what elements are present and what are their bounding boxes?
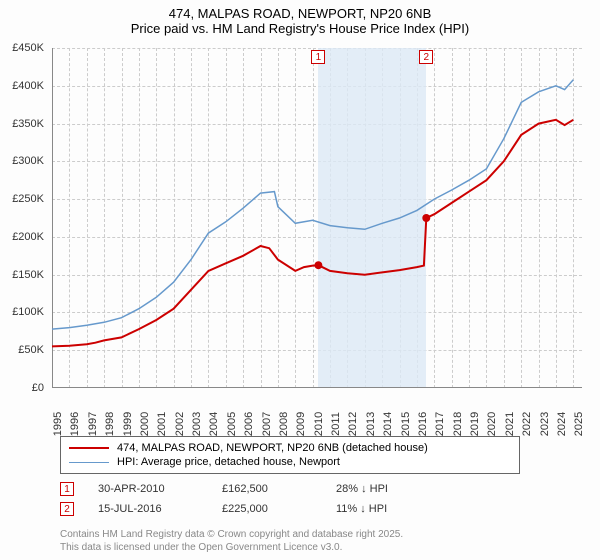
x-tick-label: 2019	[469, 412, 481, 436]
x-tick-label: 2025	[573, 412, 585, 436]
title-block: 474, MALPAS ROAD, NEWPORT, NP20 6NB Pric…	[0, 0, 600, 38]
event-diff: 28% ↓ HPI	[336, 483, 388, 495]
event-date: 15-JUL-2016	[98, 503, 198, 515]
x-tick-label: 1998	[104, 412, 116, 436]
x-tick-label: 1999	[122, 412, 134, 436]
y-tick-label: £50K	[0, 344, 48, 356]
x-tick-label: 2004	[208, 412, 220, 436]
event-marker-box: 1	[60, 482, 74, 496]
x-tick-label: 2002	[174, 412, 186, 436]
event-price: £162,500	[222, 483, 312, 495]
x-tick-label: 2020	[486, 412, 498, 436]
footer-line: This data is licensed under the Open Gov…	[60, 541, 403, 554]
y-tick-label: £350K	[0, 118, 48, 130]
x-tick-label: 2007	[261, 412, 273, 436]
y-tick-label: £250K	[0, 193, 48, 205]
x-tick-label: 2022	[521, 412, 533, 436]
x-tick-label: 2000	[139, 412, 151, 436]
sale-point	[422, 214, 430, 222]
x-tick-label: 2015	[400, 412, 412, 436]
x-tick-label: 1995	[52, 412, 64, 436]
chart-subtitle: Price paid vs. HM Land Registry's House …	[0, 21, 600, 36]
footer: Contains HM Land Registry data © Crown c…	[60, 528, 403, 554]
x-tick-label: 2017	[434, 412, 446, 436]
x-tick-label: 2001	[156, 412, 168, 436]
x-tick-label: 2021	[504, 412, 516, 436]
x-tick-label: 2009	[295, 412, 307, 436]
x-tick-label: 2013	[365, 412, 377, 436]
x-tick-label: 2024	[556, 412, 568, 436]
y-tick-label: £300K	[0, 155, 48, 167]
x-tick-label: 2023	[539, 412, 551, 436]
y-tick-label: £200K	[0, 231, 48, 243]
event-price: £225,000	[222, 503, 312, 515]
x-tick-label: 2011	[330, 412, 342, 436]
event-marker-box: 2	[60, 502, 74, 516]
x-tick-label: 2018	[452, 412, 464, 436]
x-tick-label: 2008	[278, 412, 290, 436]
chart-container: 474, MALPAS ROAD, NEWPORT, NP20 6NB Pric…	[0, 0, 600, 560]
legend: 474, MALPAS ROAD, NEWPORT, NP20 6NB (det…	[60, 436, 520, 474]
sale-point	[314, 261, 322, 269]
event-row: 2 15-JUL-2016 £225,000 11% ↓ HPI	[60, 502, 387, 516]
legend-item: HPI: Average price, detached house, Newp…	[69, 455, 511, 469]
x-tick-label: 1996	[69, 412, 81, 436]
chart-lines	[52, 48, 582, 388]
legend-label: 474, MALPAS ROAD, NEWPORT, NP20 6NB (det…	[117, 442, 428, 454]
legend-item: 474, MALPAS ROAD, NEWPORT, NP20 6NB (det…	[69, 441, 511, 455]
footer-line: Contains HM Land Registry data © Crown c…	[60, 528, 403, 541]
x-tick-label: 2012	[347, 412, 359, 436]
series-line-hpi	[52, 80, 573, 329]
y-tick-label: £0	[0, 382, 48, 394]
event-diff: 11% ↓ HPI	[336, 503, 387, 515]
x-tick-label: 2005	[226, 412, 238, 436]
event-date: 30-APR-2010	[98, 483, 198, 495]
y-tick-label: £150K	[0, 269, 48, 281]
legend-label: HPI: Average price, detached house, Newp…	[117, 456, 340, 468]
chart-title: 474, MALPAS ROAD, NEWPORT, NP20 6NB	[0, 6, 600, 21]
x-tick-label: 2010	[313, 412, 325, 436]
x-tick-label: 2003	[191, 412, 203, 436]
chart-marker: 2	[419, 50, 433, 64]
x-tick-label: 2014	[382, 412, 394, 436]
y-tick-label: £400K	[0, 80, 48, 92]
x-tick-label: 1997	[87, 412, 99, 436]
event-row: 1 30-APR-2010 £162,500 28% ↓ HPI	[60, 482, 388, 496]
y-tick-label: £450K	[0, 42, 48, 54]
y-tick-label: £100K	[0, 306, 48, 318]
x-tick-label: 2016	[417, 412, 429, 436]
legend-swatch	[69, 462, 109, 463]
legend-swatch	[69, 447, 109, 449]
x-tick-label: 2006	[243, 412, 255, 436]
chart-marker: 1	[311, 50, 325, 64]
